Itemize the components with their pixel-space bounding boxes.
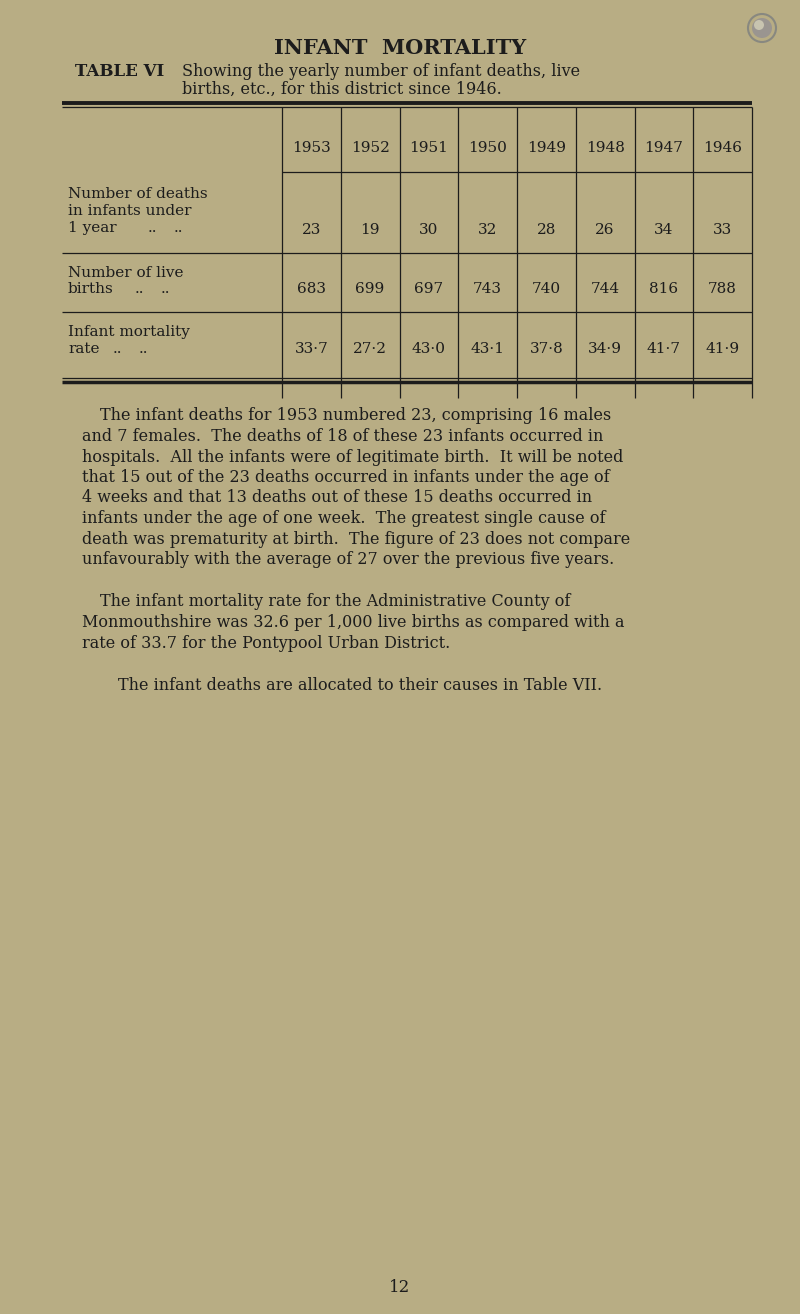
Text: 23: 23 [302, 223, 321, 237]
Text: 1949: 1949 [527, 141, 566, 155]
Text: death was prematurity at birth.  The figure of 23 does not compare: death was prematurity at birth. The figu… [82, 531, 630, 548]
Text: 34·9: 34·9 [588, 342, 622, 356]
Text: ..: .. [135, 283, 145, 296]
Text: 788: 788 [708, 283, 737, 296]
Text: 743: 743 [473, 283, 502, 296]
Text: 33·7: 33·7 [294, 342, 328, 356]
Text: 26: 26 [595, 223, 615, 237]
Text: 37·8: 37·8 [530, 342, 563, 356]
Text: infants under the age of one week.  The greatest single cause of: infants under the age of one week. The g… [82, 510, 606, 527]
Text: ..: .. [139, 342, 149, 356]
Circle shape [748, 14, 776, 42]
Text: 1947: 1947 [645, 141, 683, 155]
Text: 4 weeks and that 13 deaths out of these 15 deaths occurred in: 4 weeks and that 13 deaths out of these … [82, 490, 592, 506]
Text: 1953: 1953 [292, 141, 330, 155]
Text: The infant mortality rate for the Administrative County of: The infant mortality rate for the Admini… [100, 594, 570, 611]
Text: births: births [68, 283, 114, 296]
Text: hospitals.  All the infants were of legitimate birth.  It will be noted: hospitals. All the infants were of legit… [82, 448, 623, 465]
Text: 1951: 1951 [410, 141, 448, 155]
Text: The infant deaths are allocated to their causes in Table VII.: The infant deaths are allocated to their… [118, 677, 602, 694]
Text: 740: 740 [532, 283, 561, 296]
Text: that 15 out of the 23 deaths occurred in infants under the age of: that 15 out of the 23 deaths occurred in… [82, 469, 610, 486]
Text: ..: .. [148, 221, 158, 235]
Text: ..: .. [161, 283, 170, 296]
Text: 683: 683 [297, 283, 326, 296]
Text: 33: 33 [713, 223, 732, 237]
Text: 41·7: 41·7 [647, 342, 681, 356]
Text: 12: 12 [390, 1279, 410, 1296]
Text: 1948: 1948 [586, 141, 625, 155]
Text: 744: 744 [590, 283, 620, 296]
Text: Number of deaths: Number of deaths [68, 187, 208, 201]
Text: 32: 32 [478, 223, 498, 237]
Text: Infant mortality: Infant mortality [68, 325, 190, 339]
Circle shape [752, 18, 772, 38]
Text: 1 year: 1 year [68, 221, 117, 235]
Text: 1950: 1950 [468, 141, 507, 155]
Circle shape [754, 20, 764, 30]
Text: INFANT  MORTALITY: INFANT MORTALITY [274, 38, 526, 58]
Text: 43·1: 43·1 [470, 342, 505, 356]
Text: rate: rate [68, 342, 99, 356]
Text: 41·9: 41·9 [706, 342, 740, 356]
Text: 34: 34 [654, 223, 674, 237]
Text: 43·0: 43·0 [412, 342, 446, 356]
Text: TABLE VI: TABLE VI [75, 63, 164, 80]
Text: Showing the yearly number of infant deaths, live: Showing the yearly number of infant deat… [182, 63, 580, 80]
Text: 19: 19 [360, 223, 380, 237]
Text: 699: 699 [355, 283, 385, 296]
Text: 1946: 1946 [703, 141, 742, 155]
Text: The infant deaths for 1953 numbered 23, comprising 16 males: The infant deaths for 1953 numbered 23, … [100, 407, 611, 424]
Text: Monmouthshire was 32.6 per 1,000 live births as compared with a: Monmouthshire was 32.6 per 1,000 live bi… [82, 614, 625, 631]
Text: ..: .. [113, 342, 122, 356]
Text: Number of live: Number of live [68, 265, 183, 280]
Text: births, etc., for this district since 1946.: births, etc., for this district since 19… [182, 80, 502, 97]
Text: and 7 females.  The deaths of 18 of these 23 infants occurred in: and 7 females. The deaths of 18 of these… [82, 428, 603, 445]
Text: 1952: 1952 [350, 141, 390, 155]
Text: 30: 30 [419, 223, 438, 237]
Text: in infants under: in infants under [68, 204, 191, 218]
Text: 816: 816 [650, 283, 678, 296]
Text: 28: 28 [537, 223, 556, 237]
Text: unfavourably with the average of 27 over the previous five years.: unfavourably with the average of 27 over… [82, 551, 614, 568]
Text: 27·2: 27·2 [353, 342, 387, 356]
Text: ..: .. [174, 221, 183, 235]
Text: rate of 33.7 for the Pontypool Urban District.: rate of 33.7 for the Pontypool Urban Dis… [82, 635, 450, 652]
Text: 697: 697 [414, 283, 443, 296]
